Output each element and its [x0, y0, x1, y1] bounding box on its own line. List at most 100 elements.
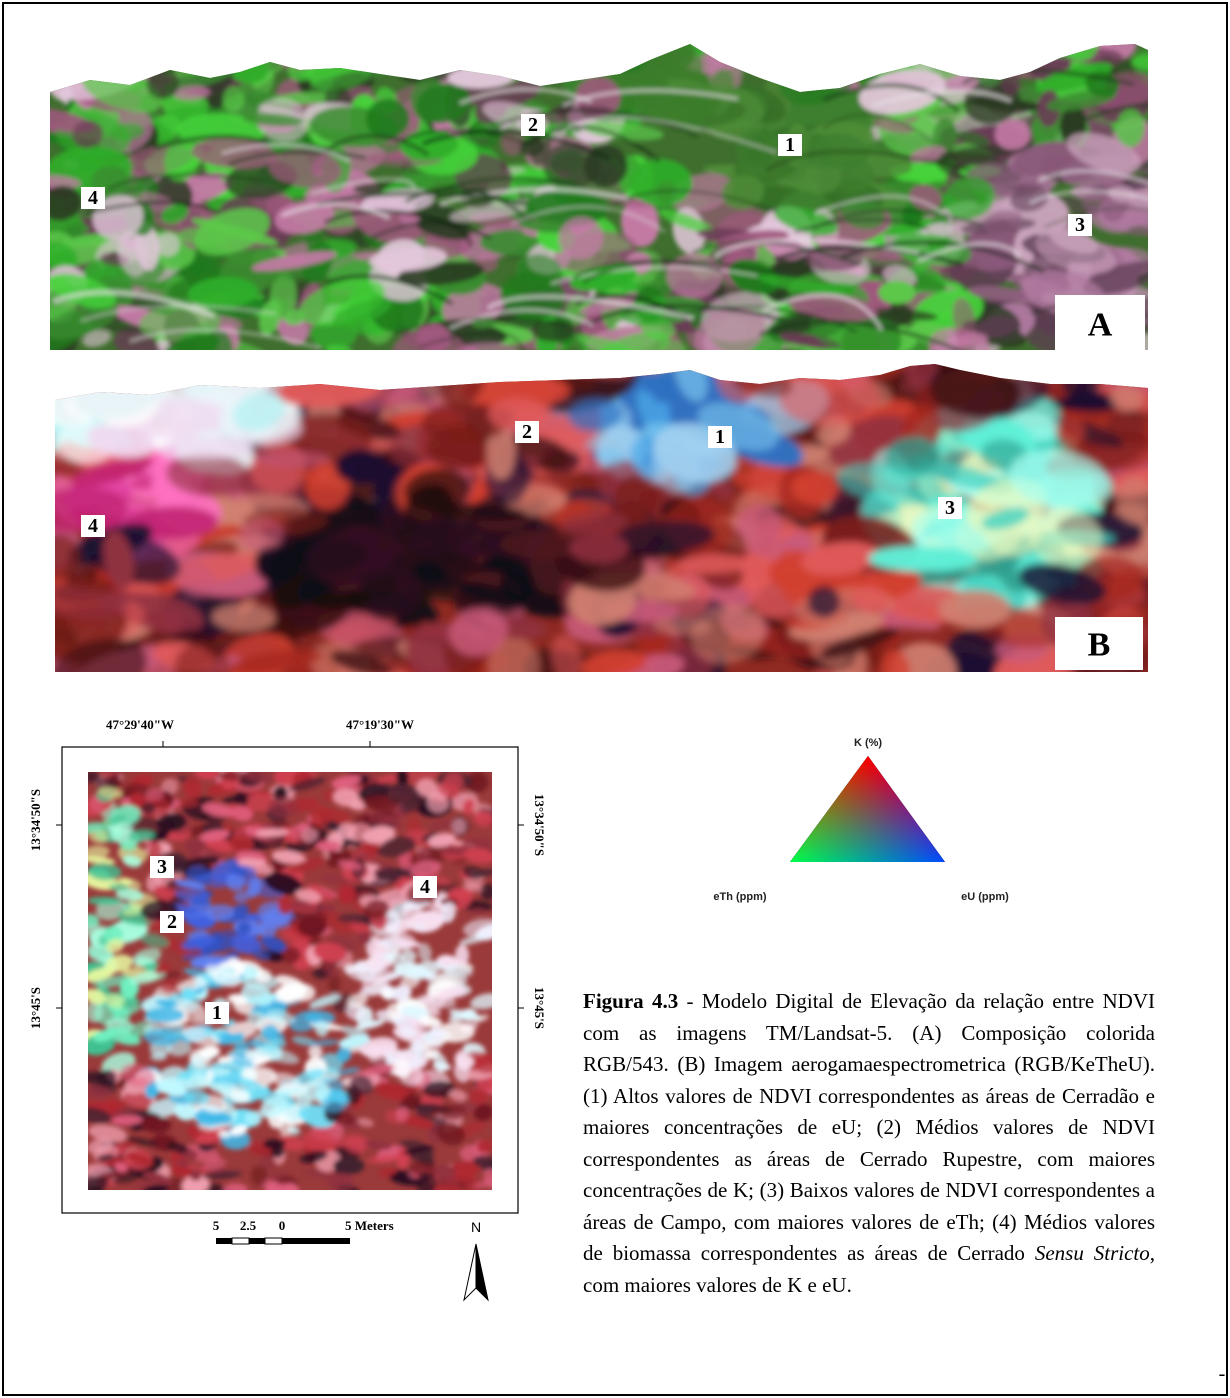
marker: 2 — [160, 911, 184, 933]
ternary-legend: K (%) eTh (ppm) eU (ppm) — [713, 737, 1009, 903]
texture — [388, 345, 449, 384]
page: { "panel_a": {"label": "A", "markers": [… — [0, 0, 1230, 1398]
texture — [534, 36, 597, 62]
panel-label: A — [1088, 307, 1113, 344]
texture — [190, 1170, 202, 1181]
texture — [614, 475, 660, 518]
texture — [76, 22, 116, 76]
texture — [304, 1081, 330, 1102]
marker-number: 4 — [88, 187, 98, 209]
lat-label: 13°45'S — [532, 987, 547, 1029]
marker-number: 1 — [785, 134, 795, 156]
texture — [877, 38, 941, 69]
panel-a-label: A — [1055, 295, 1145, 350]
caption-italic: Sensu Stricto — [1035, 1241, 1150, 1265]
texture — [37, 33, 72, 59]
texture — [56, 346, 93, 384]
scale-label: 5 — [213, 1218, 220, 1233]
marker-number: 1 — [212, 1002, 222, 1024]
marker: 3 — [150, 856, 174, 878]
texture — [47, 41, 80, 79]
marker: 4 — [81, 187, 105, 209]
texture — [569, 533, 629, 563]
marker-number: 1 — [715, 426, 725, 448]
texture — [131, 16, 224, 80]
texture — [508, 19, 597, 83]
texture — [229, 362, 313, 388]
texture — [876, 33, 946, 70]
marker: 3 — [938, 497, 962, 519]
scale-label: 5 Meters — [345, 1218, 394, 1233]
texture — [812, 24, 859, 63]
marker-number: 2 — [167, 911, 177, 933]
texture — [602, 22, 657, 61]
texture — [215, 363, 306, 382]
texture — [762, 39, 826, 77]
texture — [972, 39, 1001, 71]
texture — [372, 34, 422, 59]
texture — [430, 35, 514, 74]
texture — [834, 35, 860, 81]
marker: 1 — [778, 134, 802, 156]
marker-number: 4 — [88, 515, 98, 537]
texture — [769, 17, 840, 75]
texture — [983, 22, 1072, 63]
scale-label: 0 — [279, 1218, 286, 1233]
texture — [442, 28, 525, 58]
map-image — [70, 761, 507, 1200]
caption-label: Figura 4.3 — [583, 989, 678, 1013]
texture — [426, 33, 481, 73]
texture — [802, 30, 843, 54]
panel-a-image — [7, 16, 1230, 379]
caption: Figura 4.3 - Modelo Digital de Elevação … — [583, 986, 1155, 1301]
texture — [335, 449, 388, 484]
texture — [965, 34, 1015, 65]
scale-label: 2.5 — [240, 1218, 257, 1233]
marker: 1 — [708, 426, 732, 448]
texture — [769, 20, 861, 76]
texture — [532, 48, 597, 82]
ternary-label: eU (ppm) — [961, 891, 1009, 903]
lon-label: 47°19'30"W — [346, 717, 414, 732]
marker: 4 — [413, 876, 437, 898]
texture — [715, 41, 790, 66]
scale-bar: 5 2.5 0 5 Meters — [213, 1218, 394, 1244]
texture — [551, 21, 618, 71]
ridge — [1138, 265, 1230, 293]
ternary-label: eTh (ppm) — [713, 891, 766, 903]
lon-label: 47°29'40"W — [106, 717, 174, 732]
marker: 3 — [1068, 214, 1092, 236]
lat-label: 13°34'50"S — [28, 789, 43, 851]
lat-label: 13°45'S — [28, 987, 43, 1029]
north-label: N — [471, 1219, 481, 1235]
panel-b-label: B — [1055, 617, 1143, 670]
marker: 2 — [521, 114, 545, 136]
texture — [818, 28, 873, 77]
caption-text: - Modelo Digital de Elevação da relação … — [583, 989, 1155, 1265]
margin-mark: - — [1219, 1363, 1226, 1385]
marker-number: 4 — [420, 876, 430, 898]
texture — [411, 34, 470, 64]
texture — [795, 68, 825, 93]
marker-number: 3 — [945, 497, 955, 519]
texture — [1038, 346, 1150, 390]
marker-number: 2 — [522, 421, 532, 443]
texture — [493, 33, 581, 66]
texture — [292, 32, 359, 69]
texture — [166, 26, 202, 63]
texture — [803, 25, 837, 66]
texture — [147, 68, 180, 100]
panel-label: B — [1088, 627, 1111, 664]
texture — [56, 22, 122, 60]
texture — [412, 46, 446, 79]
marker: 1 — [205, 1002, 229, 1024]
marker-number: 3 — [157, 856, 167, 878]
texture — [361, 29, 416, 67]
panel-b-image — [9, 322, 1198, 713]
marker: 4 — [81, 515, 105, 537]
north-arrow: N — [464, 1219, 488, 1300]
texture — [715, 29, 773, 54]
texture — [721, 44, 755, 62]
texture — [411, 351, 468, 372]
marker: 2 — [515, 421, 539, 443]
